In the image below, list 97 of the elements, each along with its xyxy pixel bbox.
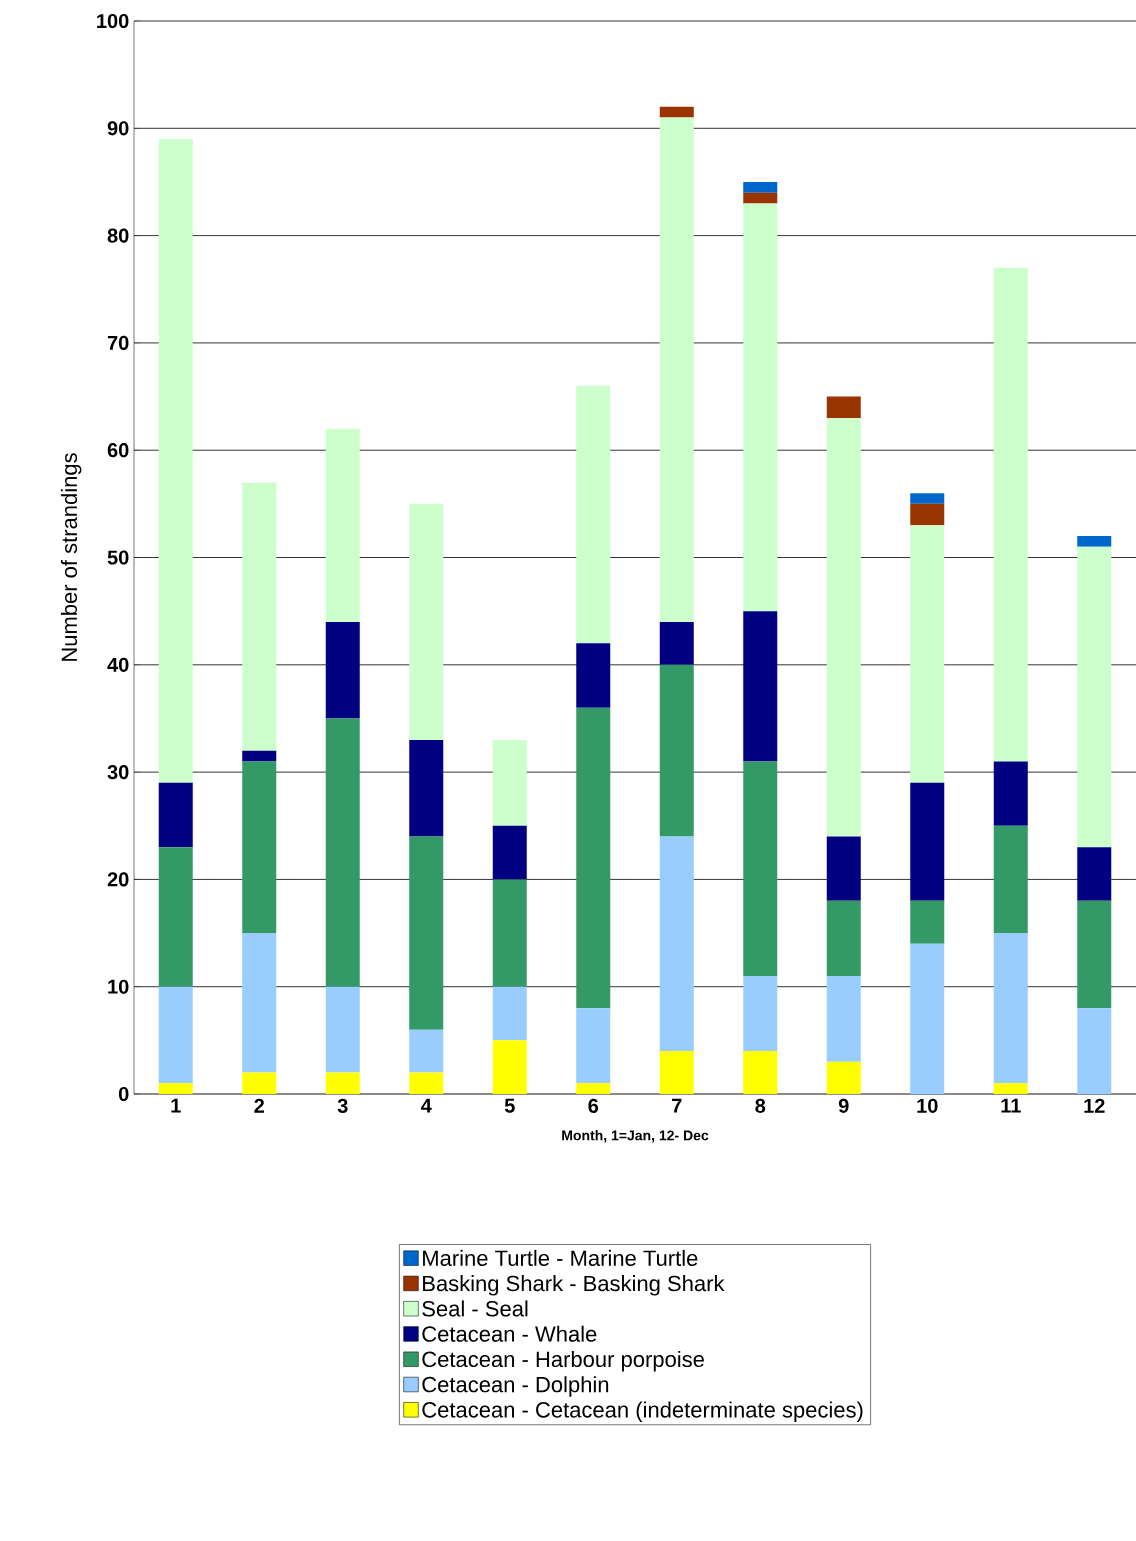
bar <box>910 525 945 783</box>
bar <box>659 621 694 665</box>
bar <box>492 739 527 826</box>
bar <box>492 986 527 1041</box>
legend-label: Cetacean - Cetacean (indeterminate species) <box>422 1401 863 1422</box>
bar <box>659 836 694 1052</box>
bar <box>659 1051 694 1095</box>
bar <box>659 106 694 118</box>
bar <box>743 203 778 612</box>
bar <box>409 739 444 837</box>
bar <box>325 428 360 622</box>
bar <box>158 1083 193 1095</box>
y-tick-label: 90 <box>107 121 129 136</box>
bar <box>826 836 861 901</box>
bar <box>993 933 1028 1084</box>
bar <box>910 503 945 526</box>
bar <box>576 1008 611 1084</box>
legend-label: Cetacean - Whale <box>422 1325 597 1342</box>
x-tick-label: 2 <box>254 1098 264 1113</box>
bar <box>242 761 277 934</box>
bar <box>409 503 444 740</box>
y-tick-label: 0 <box>118 1086 129 1102</box>
y-axis-title: Number of strandings <box>60 453 82 661</box>
bar <box>743 975 778 1052</box>
bar <box>409 1072 444 1095</box>
bar <box>242 750 277 762</box>
bar <box>409 836 444 1030</box>
bar <box>743 181 778 193</box>
bar <box>158 986 193 1084</box>
bar <box>910 493 945 504</box>
legend-label: Seal - Seal <box>422 1300 528 1317</box>
bar <box>158 139 193 783</box>
x-tick-label: 3 <box>337 1098 348 1113</box>
bar <box>492 825 527 880</box>
bar <box>993 1083 1028 1095</box>
bar <box>1077 900 1112 1009</box>
bar <box>242 933 277 1073</box>
y-tick-label: 10 <box>108 979 129 994</box>
bar <box>1077 847 1112 901</box>
y-tick-label: 70 <box>107 335 129 350</box>
y-tick-label: 30 <box>107 765 129 780</box>
bar <box>826 1061 861 1095</box>
y-tick-label: 50 <box>107 550 129 565</box>
legend-label: Marine Turtle - Marine Turtle <box>422 1249 698 1266</box>
bar <box>826 900 861 976</box>
legend-label: Cetacean - Harbour porpoise <box>422 1350 704 1372</box>
y-tick-label: 20 <box>107 872 129 887</box>
y-tick-label: 40 <box>107 657 129 672</box>
bar <box>576 643 611 708</box>
x-tick-label: 6 <box>588 1098 598 1113</box>
x-tick-label: 9 <box>838 1098 849 1113</box>
x-axis-title: Month, 1=Jan, 12- Dec <box>562 1130 709 1143</box>
bar <box>659 117 694 622</box>
x-tick-label: 12 <box>1084 1098 1105 1113</box>
bar <box>576 707 611 1009</box>
x-tick-label: 1 <box>171 1098 181 1113</box>
bar <box>743 611 778 762</box>
bar <box>743 1051 778 1095</box>
y-tick-label: 100 <box>96 13 129 29</box>
y-tick-label: 60 <box>107 443 129 458</box>
bar <box>576 1083 611 1095</box>
bar <box>325 718 360 987</box>
bar <box>1077 546 1112 848</box>
bar <box>826 975 861 1062</box>
x-tick-label: 7 <box>671 1098 682 1113</box>
x-tick-label: 4 <box>420 1098 432 1113</box>
bar <box>325 1072 360 1095</box>
bar <box>576 385 611 644</box>
bar <box>826 396 861 419</box>
bar <box>158 847 193 987</box>
bar <box>743 761 778 976</box>
legend-label: Cetacean - Dolphin <box>422 1376 608 1397</box>
x-tick-label: 11 <box>1001 1098 1021 1113</box>
bar <box>1077 1008 1112 1095</box>
bar <box>242 1072 277 1095</box>
legend-label: Basking Shark - Basking Shark <box>422 1275 725 1296</box>
x-tick-label: 8 <box>755 1098 765 1113</box>
bar <box>409 1029 444 1073</box>
bar <box>158 782 193 848</box>
bar <box>325 621 360 719</box>
x-tick-label: 5 <box>504 1098 515 1113</box>
y-tick-label: 80 <box>107 228 129 243</box>
bar <box>492 879 527 987</box>
bar <box>1077 536 1112 547</box>
bar <box>993 825 1028 934</box>
bar <box>910 900 945 944</box>
bar <box>993 761 1028 826</box>
bar <box>826 418 861 837</box>
bar <box>242 482 277 751</box>
x-tick-label: 10 <box>917 1098 938 1113</box>
bar <box>743 192 778 204</box>
bar <box>910 782 945 901</box>
bar <box>659 664 694 837</box>
bar <box>910 943 945 1095</box>
bar <box>325 986 360 1073</box>
bar <box>492 1040 527 1095</box>
bar <box>993 267 1028 762</box>
